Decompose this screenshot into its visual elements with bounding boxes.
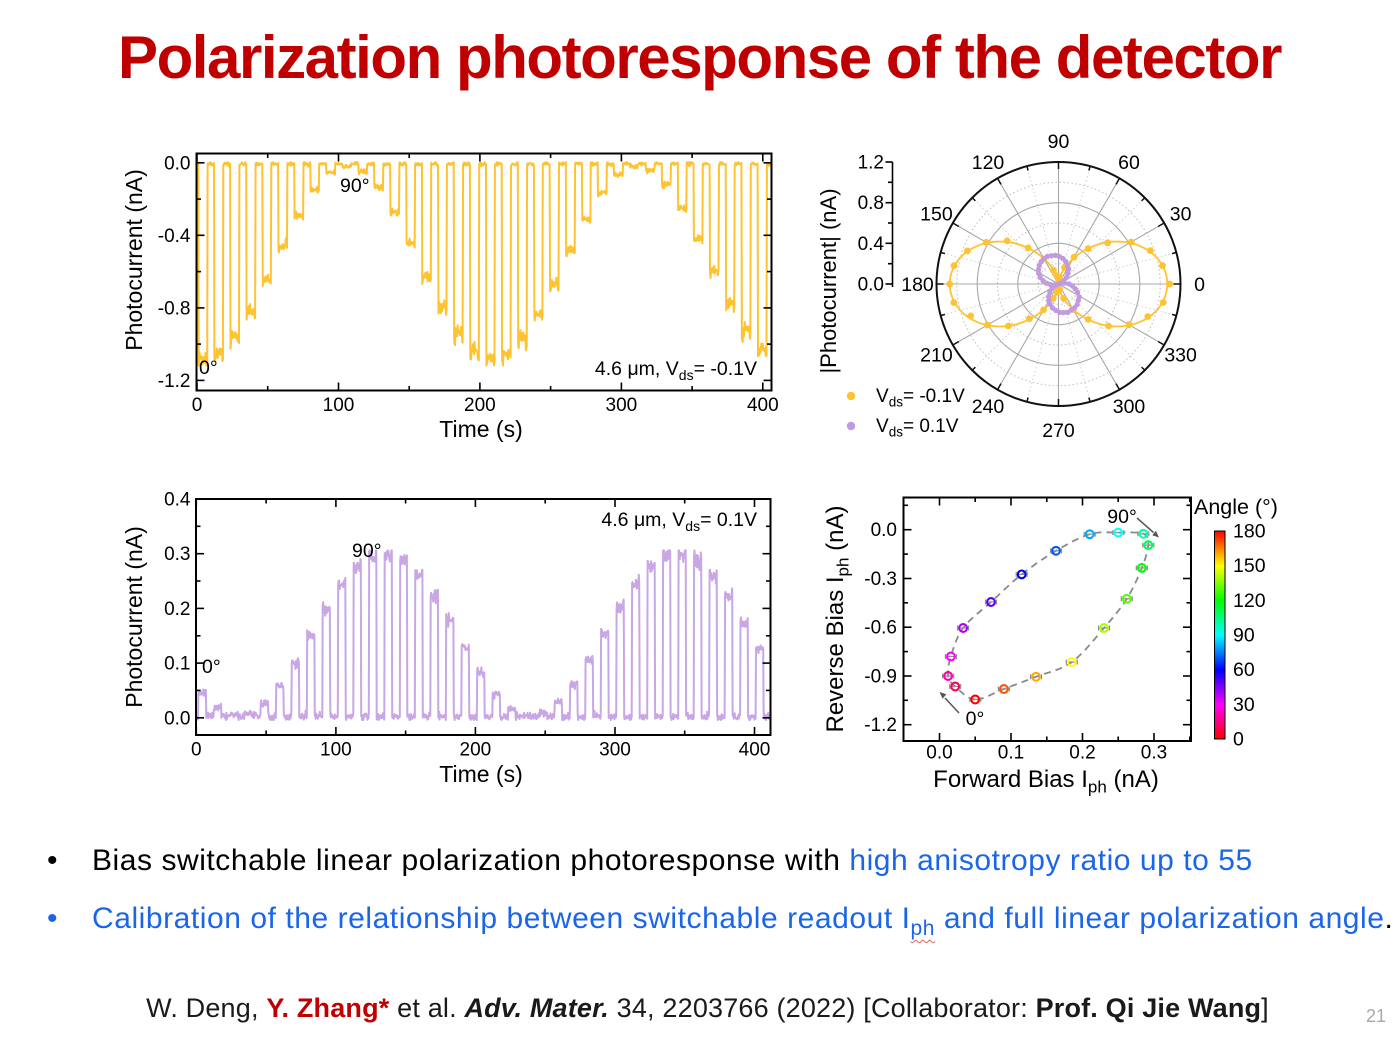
svg-text:-0.3: -0.3 bbox=[864, 569, 897, 590]
svg-text:-0.6: -0.6 bbox=[864, 618, 897, 639]
svg-text:0°: 0° bbox=[966, 708, 985, 730]
svg-text:90: 90 bbox=[1048, 131, 1070, 153]
svg-text:0°: 0° bbox=[199, 357, 218, 379]
svg-text:0.0: 0.0 bbox=[871, 520, 897, 541]
svg-text:400: 400 bbox=[739, 740, 771, 761]
svg-text:0.3: 0.3 bbox=[164, 544, 190, 565]
svg-text:-0.9: -0.9 bbox=[864, 667, 897, 688]
svg-text:120: 120 bbox=[1233, 590, 1266, 612]
svg-text:Photocurrent (nA): Photocurrent (nA) bbox=[121, 169, 147, 351]
svg-text:4.6 μm, Vds= -0.1V: 4.6 μm, Vds= -0.1V bbox=[595, 358, 757, 383]
svg-text:240: 240 bbox=[972, 396, 1005, 418]
svg-text:100: 100 bbox=[323, 395, 355, 416]
svg-text:Time (s): Time (s) bbox=[439, 416, 522, 442]
svg-text:4.6 μm, Vds= 0.1V: 4.6 μm, Vds= 0.1V bbox=[601, 509, 757, 534]
svg-text:0: 0 bbox=[192, 395, 203, 416]
svg-text:90°: 90° bbox=[352, 540, 382, 562]
svg-text:0.0: 0.0 bbox=[858, 275, 884, 296]
svg-text:400: 400 bbox=[747, 395, 779, 416]
svg-text:0: 0 bbox=[1233, 729, 1244, 751]
svg-text:0: 0 bbox=[1194, 274, 1205, 296]
svg-text:150: 150 bbox=[1233, 555, 1266, 577]
svg-text:90: 90 bbox=[1233, 625, 1255, 647]
svg-text:60: 60 bbox=[1233, 659, 1255, 681]
svg-text:1.2: 1.2 bbox=[858, 153, 884, 174]
svg-text:0.0: 0.0 bbox=[164, 153, 190, 174]
svg-text:0.4: 0.4 bbox=[164, 490, 191, 511]
svg-text:150: 150 bbox=[920, 204, 953, 226]
svg-text:0.8: 0.8 bbox=[858, 193, 884, 214]
svg-text:330: 330 bbox=[1164, 345, 1197, 367]
svg-text:0.0: 0.0 bbox=[164, 708, 190, 729]
svg-text:-0.4: -0.4 bbox=[158, 226, 191, 247]
svg-text:120: 120 bbox=[972, 152, 1005, 174]
svg-text:-1.2: -1.2 bbox=[864, 715, 897, 736]
svg-text:300: 300 bbox=[606, 395, 638, 416]
svg-text:0.4: 0.4 bbox=[858, 234, 885, 255]
svg-text:Forward Bias Iph (nA): Forward Bias Iph (nA) bbox=[933, 766, 1159, 797]
svg-text:180: 180 bbox=[1233, 521, 1266, 543]
svg-text:0°: 0° bbox=[202, 656, 221, 678]
svg-text:Vds= -0.1V: Vds= -0.1V bbox=[876, 386, 965, 410]
svg-text:90°: 90° bbox=[1107, 506, 1137, 528]
svg-text:300: 300 bbox=[1113, 396, 1146, 418]
svg-text:30: 30 bbox=[1170, 204, 1192, 226]
svg-text:Time (s): Time (s) bbox=[439, 761, 522, 787]
svg-text:Angle (°): Angle (°) bbox=[1194, 495, 1278, 519]
svg-text:210: 210 bbox=[920, 345, 953, 367]
svg-text:180: 180 bbox=[901, 274, 934, 296]
svg-text:Reverse Bias Iph (nA): Reverse Bias Iph (nA) bbox=[822, 506, 853, 733]
svg-text:270: 270 bbox=[1042, 420, 1075, 442]
svg-text:-0.8: -0.8 bbox=[158, 298, 191, 319]
svg-text:30: 30 bbox=[1233, 694, 1255, 716]
svg-text:0.3: 0.3 bbox=[1141, 743, 1167, 764]
svg-text:0.2: 0.2 bbox=[1069, 743, 1095, 764]
svg-text:Vds= 0.1V: Vds= 0.1V bbox=[876, 416, 959, 440]
svg-text:90°: 90° bbox=[340, 175, 370, 197]
svg-text:Photocurrent (nA): Photocurrent (nA) bbox=[121, 526, 147, 708]
svg-text:200: 200 bbox=[460, 740, 492, 761]
svg-text:300: 300 bbox=[599, 740, 631, 761]
svg-text:0.2: 0.2 bbox=[164, 599, 190, 620]
svg-text:200: 200 bbox=[464, 395, 496, 416]
svg-text:0: 0 bbox=[191, 740, 202, 761]
svg-text:0.1: 0.1 bbox=[164, 654, 190, 675]
svg-text:|Photocurrent| (nA): |Photocurrent| (nA) bbox=[816, 188, 841, 373]
svg-text:100: 100 bbox=[320, 740, 352, 761]
svg-text:60: 60 bbox=[1118, 152, 1140, 174]
svg-text:-1.2: -1.2 bbox=[158, 371, 191, 392]
svg-text:0.1: 0.1 bbox=[998, 743, 1024, 764]
svg-text:0.0: 0.0 bbox=[926, 743, 952, 764]
